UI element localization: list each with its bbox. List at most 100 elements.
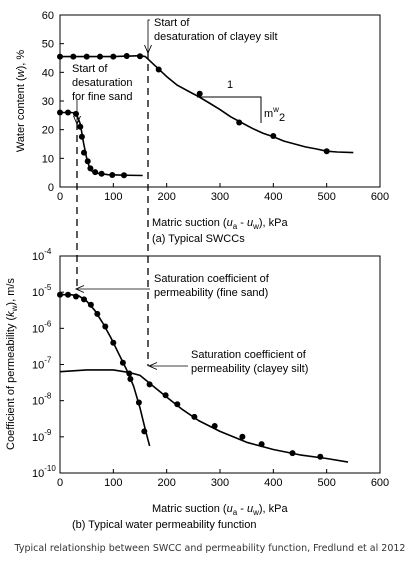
arrowhead-sat-clayey-silt: [147, 362, 158, 370]
chart-a-series-2-point: [57, 109, 63, 116]
chart-b-y-tick-label: 10-8: [32, 392, 52, 408]
chart-b-series-1-point: [57, 291, 63, 298]
chart-b-series-2-point: [211, 423, 218, 429]
annotation-fine-sand: Start of desaturation for fine sand: [72, 63, 136, 103]
arrowhead-fine-sand: [73, 115, 81, 126]
chart-b-y-tick-label: 10-6: [32, 319, 52, 335]
chart-a-y-tick-label: 20: [42, 125, 54, 137]
chart-b-series-1-point: [102, 323, 109, 330]
chart-b-x-tick-label: 100: [104, 477, 122, 489]
chart-a-series-1-point: [70, 53, 77, 60]
chart-a-series-2-point: [73, 110, 79, 117]
chart-b-series-1-point: [81, 296, 87, 303]
chart-b-x-tick-label: 200: [157, 477, 175, 489]
arrowhead-clayey-silt: [144, 44, 152, 55]
chart-b-series-1-point: [127, 376, 134, 382]
chart-a-series-2-point: [81, 149, 87, 156]
chart-b-series-1-point: [119, 359, 126, 366]
chart-b-series-2-point: [126, 370, 133, 377]
chart-a-x-tick-label: 300: [211, 191, 229, 203]
chart-b-x-tick-label: 500: [317, 477, 335, 489]
chart-a-y-tick-label: 50: [42, 39, 54, 51]
connector-lines: [73, 19, 188, 370]
chart-b-x-tick-label: 300: [211, 477, 229, 489]
chart-a-series-2-line: [60, 111, 143, 177]
chart-a-series-1-point: [323, 148, 330, 155]
chart-b-x-tick-label: 0: [57, 477, 63, 489]
arrowhead-sat-fine-sand: [74, 285, 85, 293]
chart-a-x-tick-label: 500: [317, 191, 335, 203]
chart-b-x-tick-label: 600: [371, 477, 389, 489]
chart-a-x-tick-label: 600: [371, 191, 389, 203]
chart-b-y-axis-label: Coefficient of permeability (kw), m/s: [5, 278, 19, 450]
chart-b-series-2-point: [191, 413, 198, 420]
chart-b-series-2-point: [289, 450, 296, 457]
chart-b-x-tick-label: 400: [264, 477, 282, 489]
chart-a-y-tick-label: 10: [42, 153, 54, 165]
chart-a-series-1-point: [137, 53, 143, 60]
chart-b-y-tick-label: 10-10: [32, 464, 56, 480]
chart-a-series-1-point: [270, 133, 277, 139]
chart-b-series-2-point: [146, 381, 153, 388]
chart-b-y-tick-label: 10-9: [32, 428, 52, 444]
chart-b-series-1-point: [135, 399, 142, 406]
annotation-sat-clayey-silt: Saturation coefficient of permeability (…: [191, 349, 309, 375]
chart-b-series-2-point: [317, 453, 324, 460]
chart-b-x-ticks: 0 100 200 300 400 500 600: [57, 469, 389, 489]
chart-a-series-2-point: [109, 172, 116, 178]
chart-b-permeability: 0 100 200 300 400 500 600 10-4 10-5 10-6 10-7 10-8…: [5, 247, 389, 531]
chart-a-series-1-point: [236, 119, 243, 126]
chart-a-series-2-point: [87, 165, 94, 172]
slope-rise-label: mw2: [264, 105, 285, 124]
chart-b-subtitle: (b) Typical water permeability function: [72, 519, 256, 531]
chart-a-swcc: 0 100 200 300 400 500 600 0 10 20 30 40 50 60 Water …: [15, 10, 389, 245]
chart-b-series-1-point: [110, 339, 117, 346]
chart-a-series-2-point: [78, 133, 85, 140]
chart-a-x-tick-label: 400: [264, 191, 282, 203]
chart-a-series: [57, 53, 354, 179]
chart-b-series-2-point: [174, 401, 181, 408]
chart-b-series-1-point: [94, 310, 101, 317]
chart-b-y-tick-label: 10-7: [32, 356, 52, 372]
chart-a-series-1-point: [110, 53, 117, 60]
slope-triangle: [197, 96, 262, 123]
chart-b-y-tick-label: 10-5: [32, 283, 52, 299]
chart-a-y-ticks: 0 10 20 30 40 50 60: [42, 10, 64, 194]
chart-a-y-tick-label: 30: [42, 96, 54, 108]
chart-b-series-1-point: [87, 301, 94, 308]
chart-b-series-2-point: [162, 392, 169, 399]
chart-a-x-axis-label: Matric suction (ua - uw), kPa: [152, 217, 288, 231]
chart-a-series-1-point: [123, 53, 130, 59]
chart-b-series-1-point: [73, 293, 79, 300]
chart-a-series-1-point: [155, 66, 162, 73]
chart-b-series-1-point: [141, 428, 148, 435]
chart-b-series: [57, 291, 349, 463]
chart-b-y-ticks: 10-4 10-5 10-6 10-7 10-8 10-9 10-10: [32, 247, 64, 480]
chart-a-series-1-point: [196, 90, 203, 97]
chart-a-series-2-point: [92, 169, 99, 176]
chart-a-x-tick-label: 100: [104, 191, 122, 203]
chart-a-series-2-point: [121, 172, 127, 179]
annotation-sat-fine-sand: Saturation coefficient of permeability (…: [154, 273, 272, 299]
chart-a-y-tick-label: 0: [48, 182, 54, 194]
chart-a-subtitle: (a) Typical SWCCs: [152, 233, 245, 245]
chart-a-series-1-point: [57, 53, 63, 60]
chart-b-y-tick-label: 10-4: [32, 247, 52, 263]
chart-b-series-1-point: [65, 291, 71, 298]
chart-a-series-1-point: [97, 53, 103, 60]
chart-a-series-2-point: [84, 158, 91, 165]
chart-b-series-2-point: [239, 433, 246, 440]
chart-a-series-2-point: [77, 123, 84, 130]
chart-a-x-tick-label: 200: [157, 191, 175, 203]
chart-a-series-2-point: [98, 170, 105, 177]
chart-b-series-2-line: [59, 369, 349, 463]
annotation-clayey-silt: Start of desaturation of clayey silt: [154, 17, 278, 43]
chart-a-y-axis-label: Water content (w), %: [15, 50, 27, 153]
chart-a-y-tick-label: 60: [42, 10, 54, 22]
chart-b-x-axis-label: Matric suction (ua - uw), kPa: [152, 503, 288, 517]
chart-a-x-tick-label: 0: [57, 191, 63, 203]
slope-run-label: 1: [227, 79, 233, 91]
chart-a-series-1-line: [60, 54, 354, 154]
figure-caption: Typical relationship between SWCC and pe…: [14, 543, 406, 554]
